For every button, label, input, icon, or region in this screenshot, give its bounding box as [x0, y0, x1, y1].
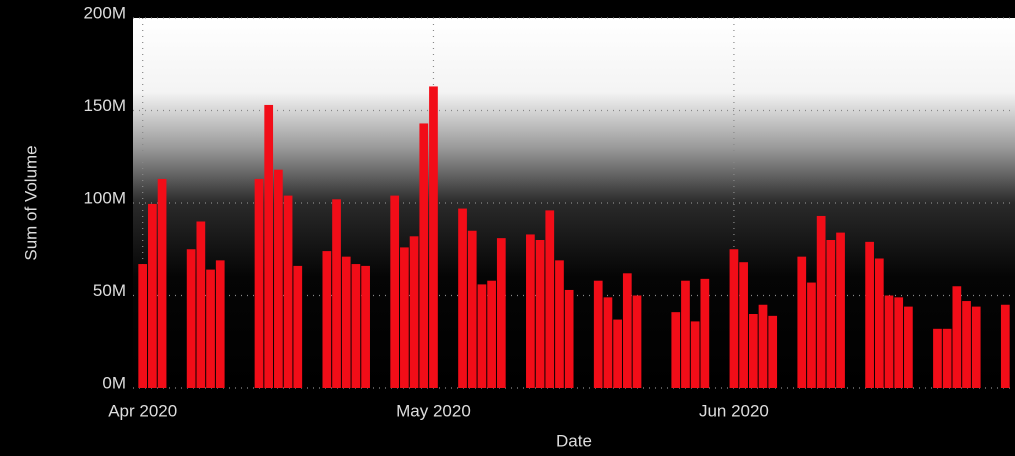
bar: [942, 328, 952, 388]
bar: [748, 314, 758, 388]
bar: [816, 215, 826, 388]
bar: [952, 286, 962, 388]
x-axis-title: Date: [556, 431, 592, 450]
bar: [807, 282, 816, 388]
bar: [283, 195, 293, 388]
bar: [341, 256, 351, 388]
bar: [729, 249, 739, 388]
bar: [254, 178, 264, 388]
bar: [264, 104, 274, 388]
bar: [138, 264, 148, 388]
y-tick-label: 150M: [83, 96, 126, 115]
bar: [487, 280, 496, 388]
bar: [148, 203, 157, 388]
y-tick-label: 50M: [93, 281, 126, 300]
bar: [332, 199, 341, 388]
bar: [758, 304, 768, 388]
bar: [157, 178, 167, 388]
bar: [293, 265, 303, 388]
bar: [933, 328, 942, 388]
x-tick-label: Jun 2020: [699, 401, 769, 420]
bar: [904, 306, 913, 388]
bar: [545, 210, 555, 388]
bar: [526, 234, 535, 388]
bar: [535, 240, 545, 388]
bar: [215, 260, 225, 388]
y-axis-title: Sum of Volume: [21, 145, 40, 260]
bar: [477, 284, 487, 388]
y-tick-label: 200M: [83, 3, 126, 22]
bar: [467, 230, 477, 388]
bar: [274, 169, 283, 388]
bar: [555, 260, 564, 388]
bar: [1000, 304, 1010, 388]
bar: [613, 319, 622, 388]
bar: [797, 256, 807, 388]
bar: [622, 273, 632, 388]
bar: [962, 301, 971, 388]
bar: [429, 86, 438, 388]
bar: [865, 241, 874, 388]
bar: [458, 208, 467, 388]
bar: [186, 249, 196, 388]
bar: [971, 306, 981, 388]
bar: [874, 258, 884, 388]
bar: [632, 295, 642, 388]
x-tick-label: Apr 2020: [108, 401, 177, 420]
bar: [700, 278, 710, 388]
bar: [361, 265, 370, 388]
y-tick-label: 0M: [102, 373, 126, 392]
bar: [671, 312, 681, 388]
bar: [564, 289, 574, 388]
bar: [593, 280, 603, 388]
bar: [836, 232, 845, 388]
bar: [894, 297, 904, 388]
bar: [206, 269, 215, 388]
bar: [681, 280, 690, 388]
x-tick-label: May 2020: [396, 401, 471, 420]
bar: [768, 315, 778, 388]
bar: [603, 297, 613, 388]
bar: [826, 240, 836, 388]
bar: [690, 321, 700, 388]
bar: [351, 264, 361, 388]
bar: [884, 295, 894, 388]
bar: [419, 123, 429, 388]
bar: [496, 238, 506, 388]
bar: [196, 221, 206, 388]
bar: [739, 262, 748, 388]
bar: [390, 195, 400, 388]
bar: [409, 236, 419, 388]
bar: [322, 251, 332, 388]
y-tick-label: 100M: [83, 188, 126, 207]
bar: [400, 247, 409, 388]
